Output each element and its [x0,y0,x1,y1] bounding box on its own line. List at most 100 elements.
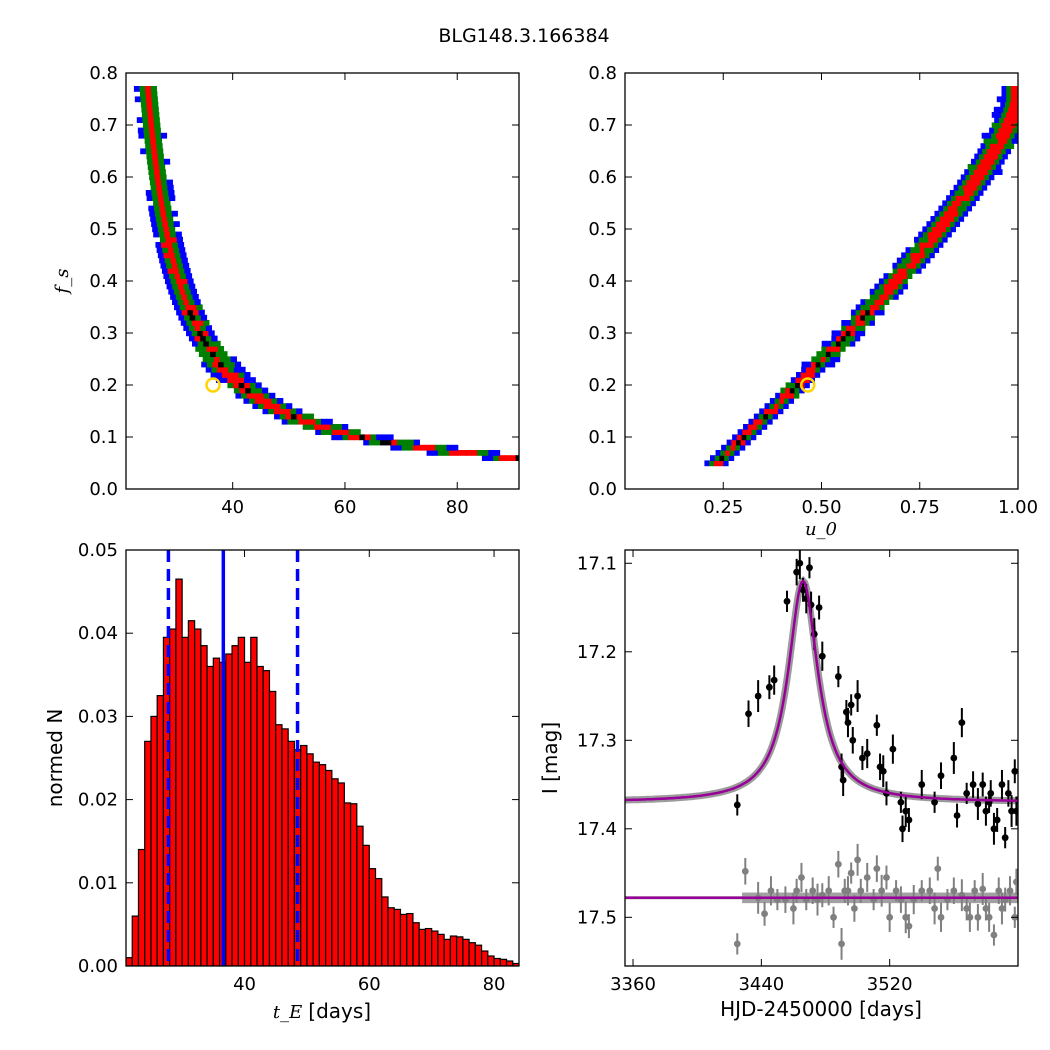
posterior-cell [978,153,985,160]
posterior-cell [429,444,436,451]
posterior-cell [154,174,161,181]
posterior-cell [869,314,876,321]
posterior-cell [874,283,880,290]
posterior-cell [559,460,565,466]
posterior-cell [532,455,538,461]
posterior-cell [527,455,533,461]
posterior-cell [249,398,256,404]
reference-data-point [998,905,1006,912]
posterior-cell [794,392,800,399]
posterior-cell [212,361,219,368]
posterior-cell [902,283,908,290]
reference-data-point [857,887,865,895]
event-data-point [796,559,804,567]
posterior-cell [923,236,929,243]
histogram-bar [381,896,389,966]
posterior-fs-vs-tE-panel: 40 60 80 0.0 0.1 0.2 0.3 0.4 0.5 0.6 0.7 0.8 f_s [52,63,638,518]
posterior-cell [896,257,903,264]
posterior-cell [214,340,221,347]
posterior-cell [250,387,257,394]
posterior-cell [728,455,735,461]
posterior-cell [970,200,976,207]
posterior-cell [402,439,409,446]
posterior-cell [287,418,294,425]
histogram-bar [169,628,177,966]
posterior-cell [157,226,164,233]
posterior-cell [246,392,253,399]
posterior-cell [1015,96,1018,103]
posterior-cell [185,288,192,295]
plot-frame [624,72,1019,490]
posterior-cell [869,320,875,326]
posterior-cell [737,429,743,435]
posterior-cell [1022,117,1027,123]
posterior-cell [230,356,237,363]
posterior-cell [954,221,961,227]
histogram-bar [418,928,427,966]
posterior-cell [192,340,199,347]
posterior-cell [172,299,179,305]
posterior-cell [244,377,251,383]
posterior-cell [177,283,185,290]
posterior-cell [148,117,155,123]
posterior-cell [166,210,173,217]
reference-data-point [733,940,741,948]
histogram-bar [231,645,239,966]
posterior-cell [1013,117,1018,123]
posterior-cell [767,413,774,420]
posterior-cell [950,221,956,227]
posterior-cell [937,231,943,238]
posterior-cell [897,273,903,279]
posterior-cell [632,460,638,466]
posterior-cell [205,366,212,373]
posterior-cell [855,330,861,337]
posterior-cell [244,372,251,378]
posterior-cell [826,346,832,352]
posterior-cell [160,174,167,181]
histogram-bar [456,936,464,966]
y-tick-label: 0.8 [588,63,617,84]
posterior-cell [920,262,927,269]
reference-data-point [931,905,938,912]
posterior-cell [974,195,980,201]
posterior-cell [992,169,998,175]
posterior-cell [598,460,604,466]
posterior-cell [943,205,949,212]
posterior-cell [1010,112,1016,118]
posterior-cell [825,361,831,368]
posterior-cell [174,304,181,311]
posterior-cell [182,262,190,269]
posterior-cell [816,356,822,363]
event-data-point [745,710,752,718]
posterior-cell [811,356,817,363]
posterior-cell [748,418,754,425]
posterior-cell [972,184,978,191]
posterior-cell [1001,112,1007,118]
posterior-cell [1029,102,1034,108]
posterior-cell [170,231,177,238]
histogram-bar [275,724,283,966]
posterior-cell [779,392,786,399]
posterior-cell [996,148,1002,155]
posterior-cell [801,361,807,368]
posterior-cell [996,122,1002,129]
histogram-bar [131,915,140,966]
posterior-cell [205,335,212,342]
posterior-cell [195,314,202,321]
posterior-cell [178,268,185,274]
posterior-cell [805,372,811,378]
posterior-cell [751,429,758,435]
posterior-cell [910,257,917,264]
posterior-cell [795,382,801,389]
posterior-cell [493,450,501,456]
posterior-cell [265,398,273,404]
reference-data-point [974,913,982,921]
posterior-cell [208,356,215,363]
posterior-cell [892,268,898,274]
posterior-cell [919,247,925,253]
posterior-cell [966,179,972,186]
posterior-cell [906,268,913,274]
posterior-cell [879,304,885,311]
posterior-cell [956,200,962,207]
posterior-cell [975,158,982,165]
